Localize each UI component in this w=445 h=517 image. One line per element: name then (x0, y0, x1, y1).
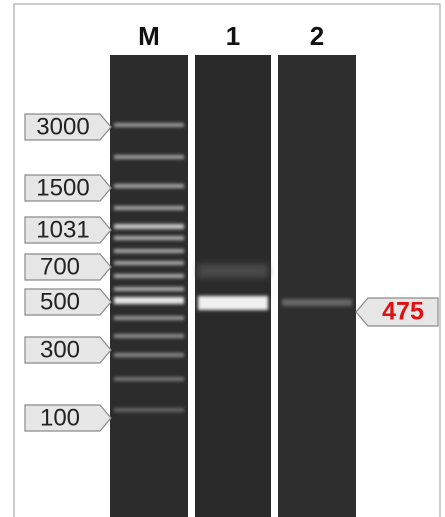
gel-figure: M 1 2 3000 1500 1031 700 500 300 100 475 (0, 0, 445, 517)
lane-1 (195, 55, 271, 517)
ladder-label: 1031 (36, 216, 89, 243)
band-lane-1 (198, 296, 268, 310)
ladder-label: 500 (40, 288, 80, 315)
ladder-label: 100 (40, 404, 80, 431)
product-label: 475 (382, 298, 424, 326)
ladder-label: 1500 (36, 174, 89, 201)
ladder-label: 700 (40, 253, 80, 280)
lane-label: 2 (310, 21, 324, 51)
lane-2 (278, 55, 356, 517)
lane-label: 1 (226, 21, 240, 51)
ladder-label: 3000 (36, 113, 89, 140)
ladder-label: 300 (40, 336, 80, 363)
lane-label: M (138, 21, 160, 51)
smear (198, 264, 268, 278)
band-lane-2 (282, 299, 352, 306)
